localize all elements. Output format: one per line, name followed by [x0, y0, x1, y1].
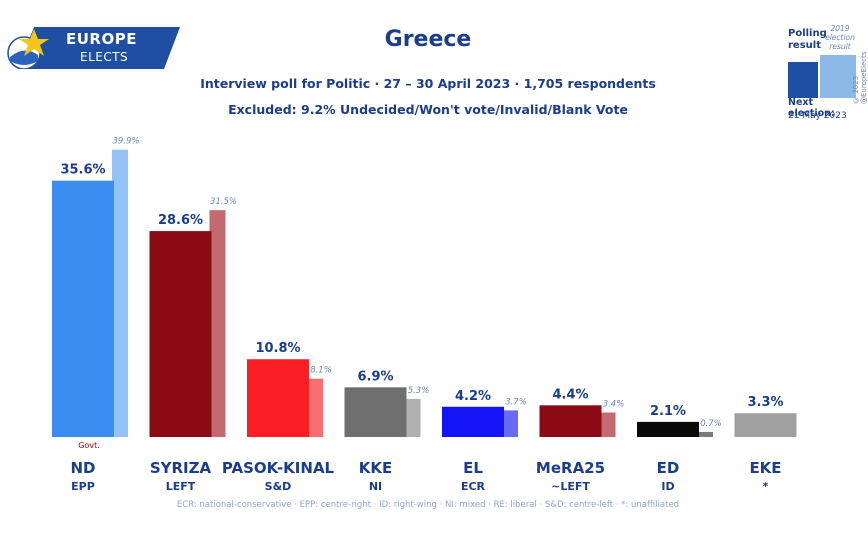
election-value-label-mera25: 3.4% — [603, 400, 625, 410]
poll-value-label-nd: 35.6% — [60, 163, 105, 178]
footnote: ECR: national-conservative · EPP: centre… — [176, 500, 680, 510]
poll-value-label-ed: 2.1% — [650, 404, 686, 419]
poll-bar-nd — [52, 180, 114, 437]
party-name-eke: EKE — [749, 459, 781, 477]
legend: Polling result 2019 election result Next… — [784, 22, 862, 134]
poll-bar-eke — [734, 413, 797, 437]
logo-text-elects: ELECTS — [80, 50, 129, 64]
next-election-label: Next election: — [788, 97, 835, 119]
election-bar-kke — [404, 398, 421, 437]
election-bar-ed — [697, 431, 713, 437]
party-group-syriza: LEFT — [166, 480, 196, 493]
legend-election-swatch — [820, 55, 856, 98]
party-name-ed: ED — [657, 459, 680, 477]
election-value-label-kke: 5.3% — [408, 386, 430, 396]
election-bar-pasok-kinal — [307, 378, 323, 437]
legend-election-label: 2019 election result — [825, 24, 855, 51]
poll-bar-syriza — [149, 231, 212, 437]
poll-bar-ed — [637, 421, 699, 437]
govt-annotation: Govt. — [78, 441, 100, 450]
poll-value-label-el: 4.2% — [455, 389, 491, 404]
poll-value-label-kke: 6.9% — [357, 369, 393, 384]
election-bar-syriza — [209, 210, 226, 437]
legend-polling-swatch — [788, 62, 818, 98]
election-bar-mera25 — [599, 412, 616, 437]
chart-title: Greece — [384, 27, 472, 52]
election-value-label-nd: 39.9% — [112, 137, 139, 147]
election-value-label-syriza: 31.5% — [210, 197, 237, 207]
election-value-label-ed: 0.7% — [700, 419, 722, 429]
party-group-el: ECR — [461, 480, 486, 493]
party-name-mera25: MeRA25 — [536, 459, 605, 477]
election-bar-nd — [112, 149, 128, 437]
party-group-kke: NI — [369, 480, 382, 493]
election-value-label-el: 3.7% — [505, 397, 527, 407]
party-name-pasok-kinal: PASOK-KINAL — [222, 459, 335, 477]
logo-text-europe: EUROPE — [66, 30, 137, 48]
poll-value-label-mera25: 4.4% — [552, 387, 588, 402]
party-group-pasok-kinal: S&D — [265, 480, 292, 493]
party-name-nd: ND — [70, 459, 95, 477]
poll-bar-mera25 — [539, 405, 602, 437]
party-name-el: EL — [463, 459, 483, 477]
party-group-ed: ID — [661, 480, 674, 493]
party-group-nd: EPP — [71, 480, 95, 493]
poll-value-label-pasok-kinal: 10.8% — [255, 341, 300, 356]
election-bar-el — [502, 410, 518, 437]
legend-polling-label: Polling result — [788, 28, 827, 51]
europe-elects-logo — [7, 27, 180, 69]
party-name-kke: KKE — [359, 459, 393, 477]
party-name-syriza: SYRIZA — [150, 459, 212, 477]
chart-subtitle: Interview poll for Politic · 27 – 30 Apr… — [200, 76, 656, 91]
party-group-eke: * — [763, 480, 769, 493]
party-group-mera25: ~LEFT — [551, 480, 590, 493]
chart-excluded-note: Excluded: 9.2% Undecided/Won't vote/Inva… — [228, 102, 628, 117]
poll-bar-el — [442, 406, 504, 437]
poll-value-label-eke: 3.3% — [747, 395, 783, 410]
poll-bar-kke — [344, 387, 407, 437]
election-value-label-pasok-kinal: 8.1% — [310, 366, 332, 376]
poll-bar-pasok-kinal — [247, 359, 309, 437]
poll-value-label-syriza: 28.6% — [158, 213, 203, 228]
next-election-date: 21 May 2023 — [788, 111, 847, 121]
